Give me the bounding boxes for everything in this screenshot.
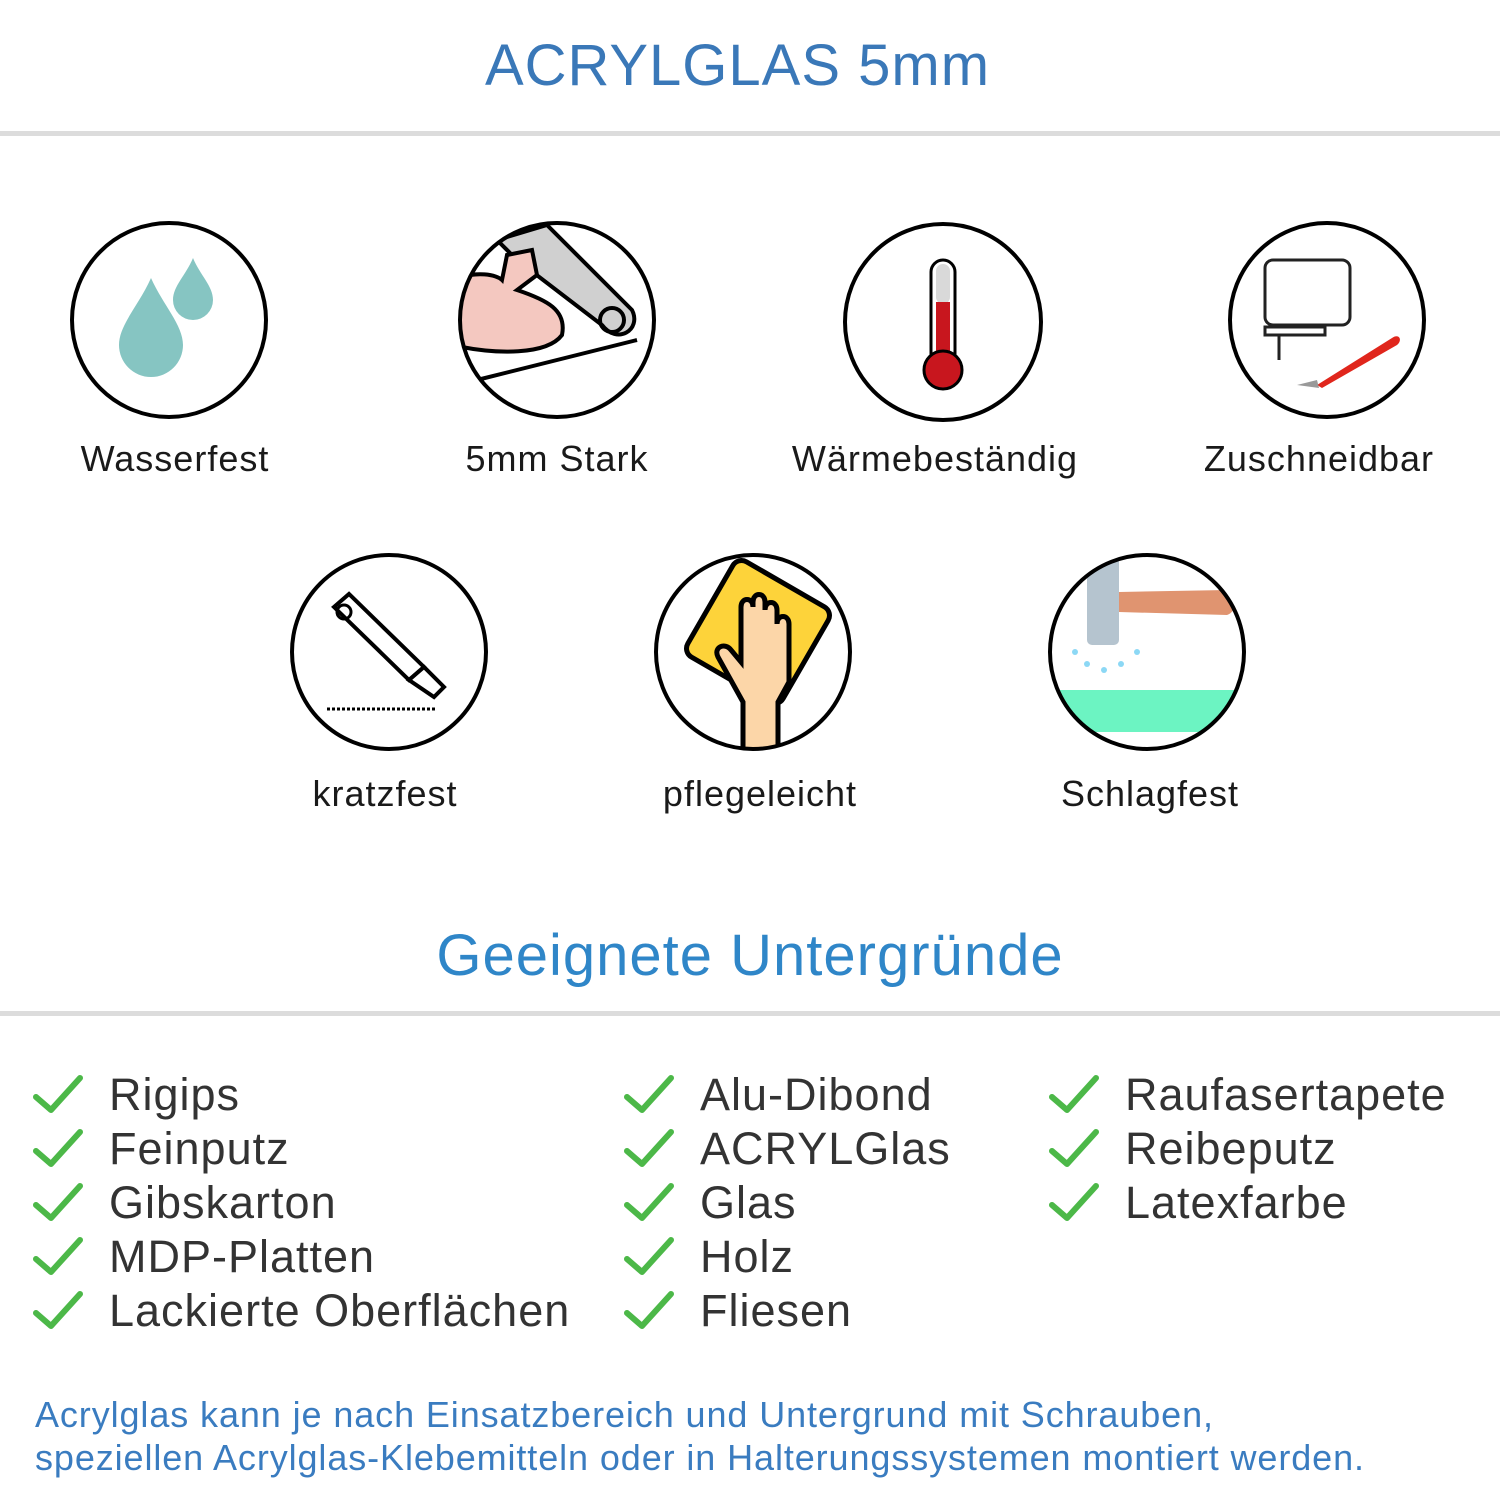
checkmark-icon	[624, 1237, 674, 1275]
surface-label: Alu-Dibond	[700, 1069, 933, 1120]
feature-label-kratzfest: kratzfest	[312, 773, 458, 814]
checkmark-icon	[33, 1183, 83, 1221]
surface-label: MDP-Platten	[109, 1231, 376, 1282]
surface-label: Feinputz	[109, 1123, 290, 1174]
checkmark-icon	[624, 1075, 674, 1113]
list-item: Fliesen	[624, 1284, 951, 1338]
list-item: ACRYLGlas	[624, 1122, 951, 1176]
checkmark-icon	[1049, 1183, 1099, 1221]
surface-label: Raufasertapete	[1125, 1069, 1447, 1120]
strong-arm-icon	[458, 221, 656, 419]
divider	[0, 131, 1500, 136]
feature-label-waermebestaendig: Wärmebeständig	[791, 438, 1079, 479]
mounting-note-line-1: Acrylglas kann je nach Einsatzbereich un…	[35, 1394, 1214, 1435]
feature-label-wasserfest: Wasserfest	[80, 438, 270, 479]
surfaces-title: Geeignete Untergründe	[436, 923, 1064, 988]
list-item: Latexfarbe	[1049, 1176, 1447, 1230]
surface-label: ACRYLGlas	[700, 1123, 951, 1174]
list-item: MDP-Platten	[33, 1230, 570, 1284]
surface-label: Fliesen	[700, 1285, 853, 1336]
checkmark-icon	[1049, 1075, 1099, 1113]
checkmark-icon	[624, 1291, 674, 1329]
list-item: Lackierte Oberflächen	[33, 1284, 570, 1338]
checkmark-icon	[624, 1183, 674, 1221]
feature-label-schlagfest: Schlagfest	[1060, 773, 1240, 814]
page-title: ACRYLGLAS 5mm	[484, 33, 991, 98]
box-cutter-icon	[290, 553, 488, 751]
feature-label-pflegeleicht: pflegeleicht	[662, 773, 858, 814]
surface-label: Latexfarbe	[1125, 1177, 1348, 1228]
feature-label-zuschneidbar: Zuschneidbar	[1203, 438, 1435, 479]
checkmark-icon	[33, 1129, 83, 1167]
mounting-note: Acrylglas kann je nach Einsatzbereich un…	[35, 1393, 1365, 1479]
divider	[0, 1011, 1500, 1016]
surface-label: Holz	[700, 1231, 795, 1282]
surface-label: Lackierte Oberflächen	[109, 1285, 571, 1336]
list-item: Holz	[624, 1230, 951, 1284]
checkmark-icon	[33, 1075, 83, 1113]
thermometer-icon	[843, 222, 1043, 422]
checkmark-icon	[33, 1291, 83, 1329]
mounting-note-line-2: speziellen Acrylglas-Klebemitteln oder i…	[35, 1437, 1365, 1478]
surfaces-column-1: Rigips Feinputz Gibskarton MDP-Platten Lacki…	[33, 1068, 570, 1338]
surface-label: Reibeputz	[1125, 1123, 1337, 1174]
checkmark-icon	[1049, 1129, 1099, 1167]
cleaning-cloth-hand-icon	[654, 553, 852, 751]
jigsaw-cutter-icon	[1228, 221, 1426, 419]
surface-label: Glas	[700, 1177, 797, 1228]
checkmark-icon	[33, 1237, 83, 1275]
list-item: Raufasertapete	[1049, 1068, 1447, 1122]
list-item: Alu-Dibond	[624, 1068, 951, 1122]
list-item: Gibskarton	[33, 1176, 570, 1230]
hammer-impact-icon	[1048, 553, 1246, 751]
feature-label-5mm-stark: 5mm Stark	[465, 438, 649, 479]
checkmark-icon	[624, 1129, 674, 1167]
surfaces-column-2: Alu-Dibond ACRYLGlas Glas Holz Fliesen	[624, 1068, 951, 1338]
water-drops-icon	[70, 221, 268, 419]
list-item: Rigips	[33, 1068, 570, 1122]
list-item: Feinputz	[33, 1122, 570, 1176]
list-item: Glas	[624, 1176, 951, 1230]
surface-label: Gibskarton	[109, 1177, 337, 1228]
list-item: Reibeputz	[1049, 1122, 1447, 1176]
surface-label: Rigips	[109, 1069, 241, 1120]
surfaces-column-3: Raufasertapete Reibeputz Latexfarbe	[1049, 1068, 1447, 1230]
